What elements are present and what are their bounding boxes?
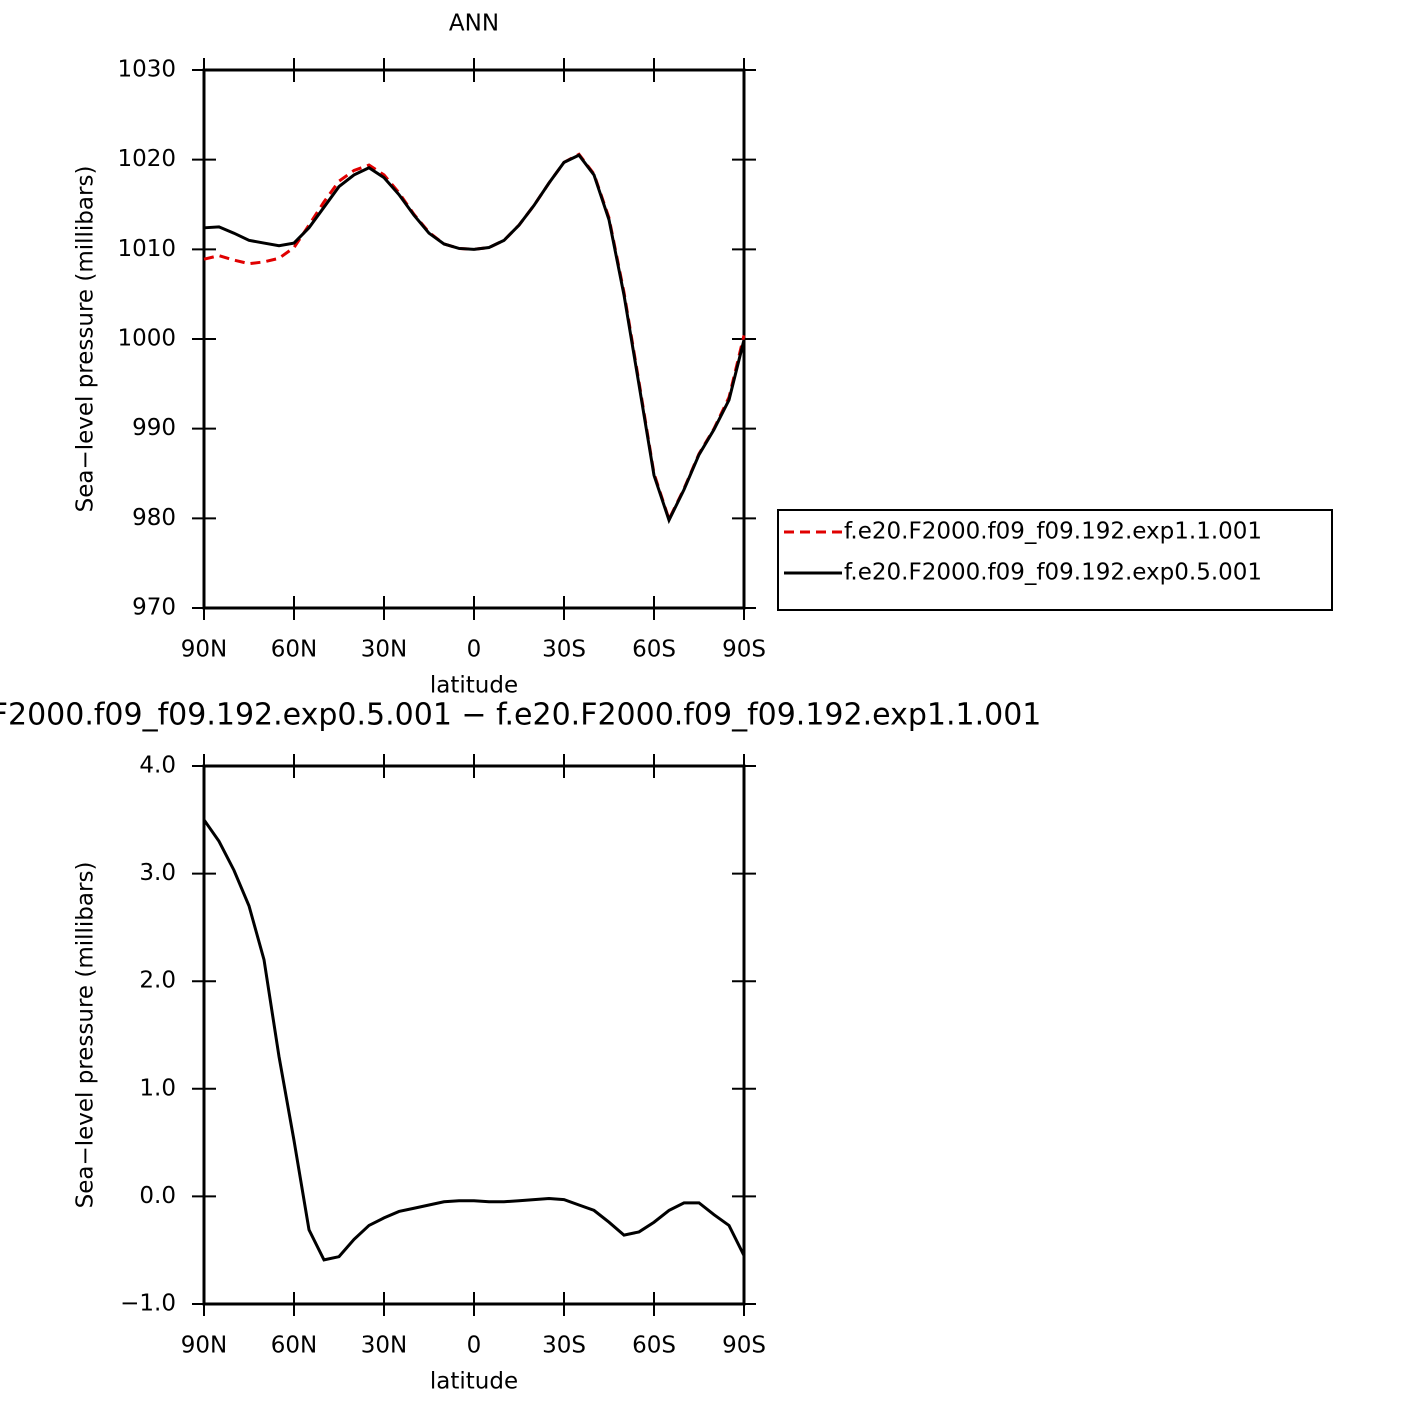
x-tick-label: 90N: [181, 637, 227, 663]
y-tick-label: 980: [132, 505, 176, 531]
x-tick-label: 60S: [632, 1333, 676, 1359]
y-axis-label: Sea−level pressure (millibars): [73, 166, 99, 513]
legend-label: f.e20.F2000.f09_f09.192.exp0.5.001: [844, 560, 1262, 586]
x-tick-label: 0: [467, 637, 482, 663]
y-tick-label: 0.0: [139, 1183, 176, 1209]
x-axis-label: latitude: [430, 1369, 518, 1395]
y-axis-label: Sea−level pressure (millibars): [73, 862, 99, 1209]
series-line: [202, 818, 746, 1262]
chart-title: ANN: [449, 11, 499, 37]
y-tick-label: 1020: [117, 146, 176, 172]
x-tick-label: 30N: [361, 637, 407, 663]
x-tick-label: 90N: [181, 1333, 227, 1359]
y-tick-label: 3.0: [139, 860, 176, 886]
y-tick-label: 1.0: [139, 1075, 176, 1101]
x-tick-label: 30S: [542, 637, 586, 663]
plot-frame: [202, 68, 746, 610]
x-tick-label: 60N: [271, 1333, 317, 1359]
y-tick-label: 2.0: [139, 968, 176, 994]
y-tick-label: −1.0: [120, 1291, 176, 1317]
x-tick-label: 60N: [271, 637, 317, 663]
x-tick-label: 90S: [722, 637, 766, 663]
x-tick-label: 60S: [632, 637, 676, 663]
series-line: [203, 152, 746, 524]
plot-frame: [202, 764, 746, 1306]
diff-title: f.e20.F2000.f09_f09.192.exp0.5.001 − f.e…: [0, 698, 1041, 733]
y-tick-label: 1000: [117, 326, 176, 352]
y-tick-label: 970: [132, 595, 176, 621]
y-tick-label: 4.0: [139, 753, 176, 779]
legend-label: f.e20.F2000.f09_f09.192.exp1.1.001: [844, 519, 1262, 545]
x-tick-label: 0: [467, 1333, 482, 1359]
y-tick-label: 990: [132, 415, 176, 441]
x-axis-label: latitude: [430, 673, 518, 699]
x-tick-label: 30N: [361, 1333, 407, 1359]
legend-box: [777, 509, 1333, 611]
y-tick-label: 1030: [117, 57, 176, 83]
series-line: [203, 153, 746, 525]
x-tick-label: 30S: [542, 1333, 586, 1359]
x-tick-label: 90S: [722, 1333, 766, 1359]
y-tick-label: 1010: [117, 236, 176, 262]
